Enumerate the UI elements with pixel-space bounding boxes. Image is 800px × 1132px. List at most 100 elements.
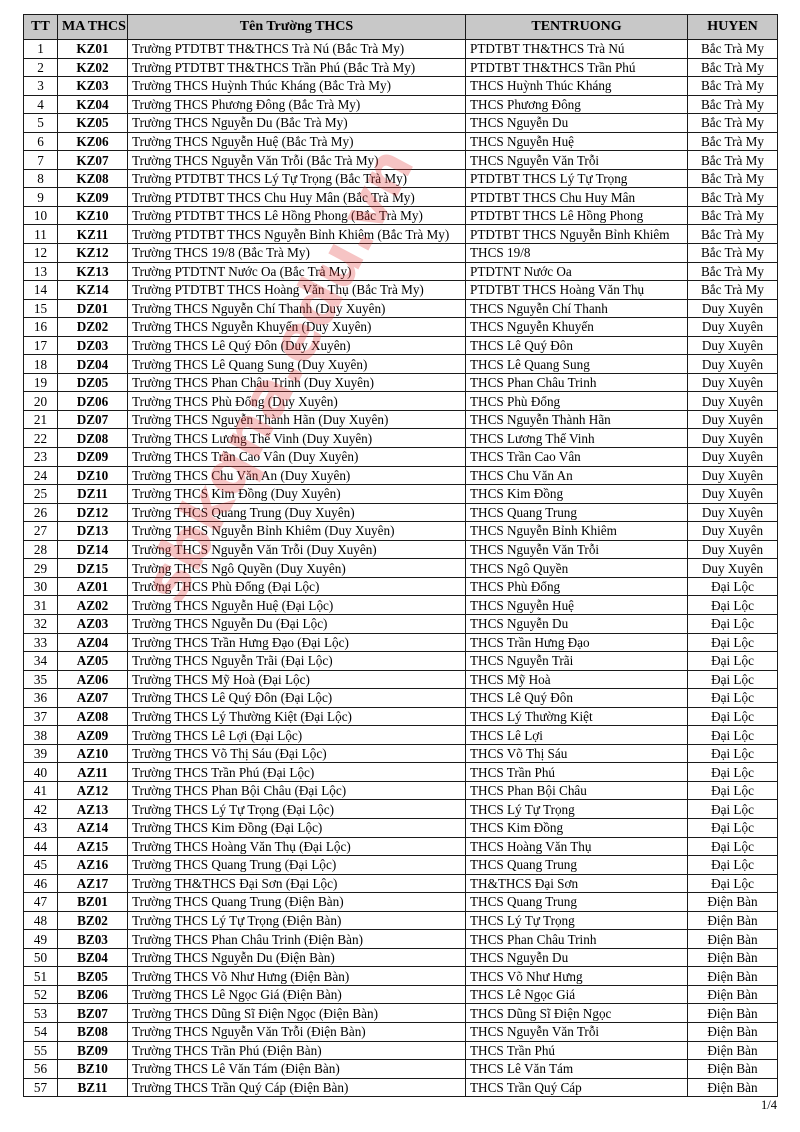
cell-tt: 51	[23, 966, 58, 986]
cell-ma: AZ09	[57, 725, 128, 745]
cell-tt: 31	[23, 595, 58, 615]
column-header-ten: Tên Trường THCS	[127, 14, 466, 40]
cell-tt: 1	[23, 39, 58, 59]
table-row: 48 BZ02 Trường THCS Lý Tự Trọng (Điện Bàn)…	[23, 910, 778, 931]
cell-ma: BZ01	[57, 892, 128, 912]
table-row: 40 AZ11 Trường THCS Trần Phú (Đại Lộc) THCS…	[23, 762, 778, 782]
cell-tt: 19	[23, 372, 58, 393]
cell-ten: Trường THCS Nguyễn Văn Trỗi (Điện Bàn)	[127, 1021, 466, 1042]
cell-tt: 47	[23, 892, 58, 912]
cell-ma: DZ01	[57, 298, 128, 319]
cell-tt: 3	[23, 76, 58, 96]
cell-tentr: THCS Võ Như Hưng	[465, 966, 688, 986]
table-row: 43 AZ14 Trường THCS Kim Đồng (Đại Lộc) THCS…	[23, 817, 778, 838]
cell-huyen: Đại Lộc	[687, 595, 778, 615]
cell-huyen: Đại Lộc	[687, 669, 778, 690]
cell-ten: Trường THCS Quang Trung (Đại Lộc)	[127, 855, 466, 875]
cell-ten: Trường THCS Lý Tự Trọng (Đại Lộc)	[127, 799, 466, 819]
cell-ma: AZ01	[57, 576, 128, 597]
cell-ma: KZ07	[57, 150, 128, 170]
cell-huyen: Điện Bàn	[687, 1040, 778, 1061]
cell-tentr: THCS Lê Quý Đôn	[465, 688, 688, 708]
cell-ma: AZ07	[57, 688, 128, 708]
table-row: 23 DZ09 Trường THCS Trần Cao Vân (Duy Xuyê…	[23, 447, 778, 467]
cell-ten: Trường THCS Hoàng Văn Thụ (Đại Lộc)	[127, 836, 466, 857]
cell-tt: 37	[23, 706, 58, 727]
table-row: 49 BZ03 Trường THCS Phan Châu Trinh (Điện …	[23, 929, 778, 949]
cell-ma: BZ08	[57, 1021, 128, 1042]
column-header-ma: MA THCS	[57, 14, 128, 40]
cell-tentr: THCS Nguyễn Văn Trỗi	[465, 150, 688, 170]
cell-ten: Trường PTDTBT THCS Lê Hồng Phong (Bắc Tr…	[127, 205, 466, 226]
cell-tentr: THCS Võ Thị Sáu	[465, 743, 688, 764]
cell-ma: DZ06	[57, 391, 128, 411]
cell-huyen: Duy Xuyên	[687, 465, 778, 486]
cell-tt: 13	[23, 261, 58, 282]
cell-huyen: Đại Lộc	[687, 855, 778, 875]
cell-huyen: Đại Lộc	[687, 799, 778, 819]
cell-ten: Trường THCS Lê Quý Đôn (Đại Lộc)	[127, 688, 466, 708]
cell-ten: Trường THCS 19/8 (Bắc Trà My)	[127, 243, 466, 263]
table-row: 45 AZ16 Trường THCS Quang Trung (Đại Lộc) T…	[23, 855, 778, 875]
table-row: 42 AZ13 Trường THCS Lý Tự Trọng (Đại Lộc) T…	[23, 799, 778, 819]
cell-tentr: THCS Lê Quang Sung	[465, 354, 688, 374]
table-row: 51 BZ05 Trường THCS Võ Như Hưng (Điện Bàn)…	[23, 966, 778, 986]
cell-ma: KZ14	[57, 280, 128, 300]
cell-tentr: THCS Kim Đồng	[465, 484, 688, 504]
cell-tt: 29	[23, 558, 58, 578]
cell-ma: DZ10	[57, 465, 128, 486]
cell-ma: AZ06	[57, 669, 128, 690]
table-row: 55 BZ09 Trường THCS Trần Phú (Điện Bàn) THC…	[23, 1040, 778, 1061]
cell-ma: AZ08	[57, 706, 128, 727]
cell-ten: Trường THCS Phan Bội Châu (Đại Lộc)	[127, 780, 466, 801]
cell-ma: BZ10	[57, 1059, 128, 1079]
table-row: 15 DZ01 Trường THCS Nguyễn Chí Thanh (Duy …	[23, 298, 778, 319]
cell-huyen: Điện Bàn	[687, 892, 778, 912]
cell-ten: Trường THCS Nguyễn Bỉnh Khiêm (Duy Xuyên…	[127, 521, 466, 541]
cell-tentr: THCS Phan Châu Trinh	[465, 372, 688, 393]
cell-huyen: Duy Xuyên	[687, 521, 778, 541]
cell-ma: AZ10	[57, 743, 128, 764]
table-row: 5 KZ05 Trường THCS Nguyễn Du (Bắc Trà My) T…	[23, 113, 778, 133]
schools-table: TT MA THCS Tên Trường THCS TENTRUONG HUY…	[23, 14, 778, 1098]
cell-tentr: THCS Trần Hưng Đạo	[465, 632, 688, 653]
table-row: 6 KZ06 Trường THCS Nguyễn Huệ (Bắc Trà My)…	[23, 131, 778, 152]
cell-tentr: THCS Huỳnh Thúc Kháng	[465, 76, 688, 96]
cell-tt: 44	[23, 836, 58, 857]
cell-ten: Trường THCS Nguyễn Trãi (Đại Lộc)	[127, 651, 466, 671]
cell-ma: DZ03	[57, 335, 128, 356]
table-row: 35 AZ06 Trường THCS Mỹ Hoà (Đại Lộc) THCS M…	[23, 669, 778, 690]
cell-tentr: THCS Trần Phú	[465, 762, 688, 782]
cell-huyen: Duy Xuyên	[687, 391, 778, 411]
cell-huyen: Điện Bàn	[687, 910, 778, 931]
cell-huyen: Đại Lộc	[687, 873, 778, 894]
cell-tt: 57	[23, 1077, 58, 1098]
table-row: 25 DZ11 Trường THCS Kim Đồng (Duy Xuyên) TH…	[23, 484, 778, 504]
cell-huyen: Duy Xuyên	[687, 298, 778, 319]
cell-tt: 9	[23, 187, 58, 207]
table-row: 12 KZ12 Trường THCS 19/8 (Bắc Trà My) THCS …	[23, 243, 778, 263]
cell-huyen: Bắc Trà My	[687, 57, 778, 78]
cell-tentr: THCS Nguyễn Chí Thanh	[465, 298, 688, 319]
cell-tentr: THCS Lê Văn Tám	[465, 1059, 688, 1079]
cell-huyen: Bắc Trà My	[687, 168, 778, 189]
cell-huyen: Điện Bàn	[687, 947, 778, 968]
cell-ten: Trường THCS Lương Thế Vinh (Duy Xuyên)	[127, 428, 466, 449]
table-row: 50 BZ04 Trường THCS Nguyễn Du (Điện Bàn) TH…	[23, 947, 778, 968]
cell-ten: Trường THCS Trần Hưng Đạo (Đại Lộc)	[127, 632, 466, 653]
table-row: 37 AZ08 Trường THCS Lý Thường Kiệt (Đại Lộ…	[23, 706, 778, 727]
cell-tentr: THCS Trần Quý Cáp	[465, 1077, 688, 1098]
cell-ma: DZ15	[57, 558, 128, 578]
table-row: 20 DZ06 Trường THCS Phù Đổng (Duy Xuyên) TH…	[23, 391, 778, 411]
cell-ma: DZ08	[57, 428, 128, 449]
cell-ma: BZ03	[57, 929, 128, 949]
table-row: 52 BZ06 Trường THCS Lê Ngọc Giá (Điện Bàn)…	[23, 984, 778, 1005]
cell-huyen: Duy Xuyên	[687, 335, 778, 356]
cell-tt: 43	[23, 817, 58, 838]
cell-tentr: THCS Lý Tự Trọng	[465, 910, 688, 931]
cell-ten: Trường THCS Lê Văn Tám (Điện Bàn)	[127, 1059, 466, 1079]
cell-huyen: Đại Lộc	[687, 688, 778, 708]
table-row: 27 DZ13 Trường THCS Nguyễn Bỉnh Khiêm (Duy…	[23, 521, 778, 541]
cell-tentr: THCS Hoàng Văn Thụ	[465, 836, 688, 857]
column-header-tentr: TENTRUONG	[465, 14, 688, 40]
